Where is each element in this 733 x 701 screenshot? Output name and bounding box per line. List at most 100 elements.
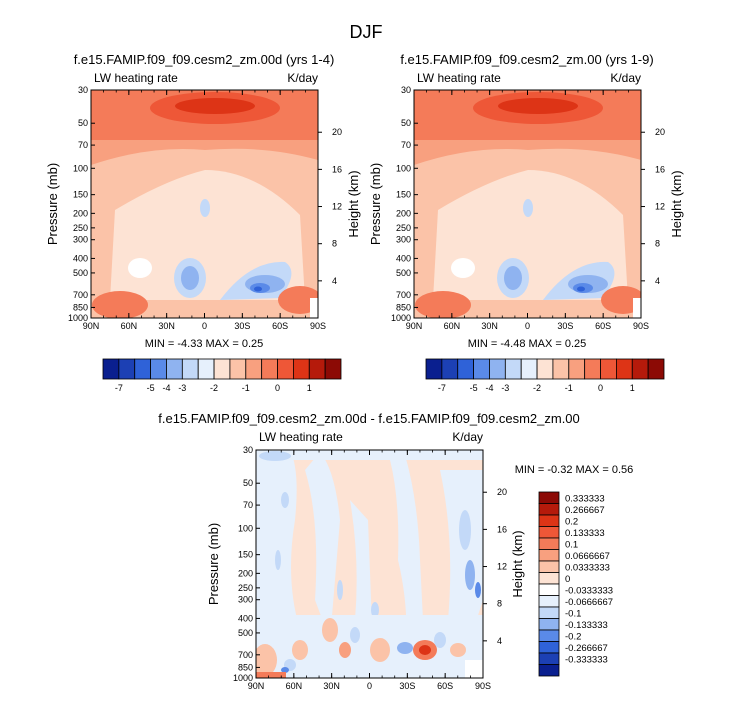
colorbar-swatch [538, 572, 560, 585]
x-tick-label: 90S [310, 321, 326, 331]
colorbar-swatch [538, 560, 560, 573]
y-tick-label: 200 [396, 208, 411, 218]
x-tick-label: 90N [406, 321, 423, 331]
min-max-label: MIN = -4.33 MAX = 0.25 [145, 338, 264, 350]
height-tick-label: 12 [332, 202, 342, 212]
colorbar-tick-label: -1 [242, 383, 250, 393]
colorbar-tick-label: 0.0333333 [565, 562, 610, 573]
height-tick-label: 4 [497, 636, 502, 646]
x-tick-label: 90N [83, 321, 100, 331]
colorbar-tick-label: -7 [438, 383, 446, 393]
colorbar-swatch [181, 358, 199, 380]
colorbar-tick-label: -0.1 [565, 608, 581, 619]
y-tick-label: 50 [401, 118, 411, 128]
panel-3-difference: f.e15.FAMIP.f09_f09.cesm2_zm.00d - f.e15… [158, 411, 633, 691]
colorbar-swatch [584, 358, 601, 380]
colorbar-swatch [277, 358, 294, 380]
y-tick-label: 850 [238, 662, 253, 672]
colorbar-swatch [538, 595, 560, 608]
x-tick-label: 0 [525, 321, 530, 331]
y-tick-label: 250 [238, 583, 253, 593]
y-tick-label: 70 [78, 140, 88, 150]
right-string: K/day [287, 71, 318, 85]
colorbar: 0.3333330.2666670.20.1333330.10.06666670… [538, 491, 613, 677]
y-tick-label: 50 [243, 478, 253, 488]
colorbar-tick-label: 0.266667 [565, 505, 605, 516]
colorbar-swatch [538, 583, 560, 596]
x-tick-label: 60N [286, 681, 303, 691]
right-string: K/day [610, 71, 641, 85]
y-tick-label: 1000 [391, 313, 411, 323]
heatmap-field [91, 90, 318, 318]
x-tick-label: 0 [202, 321, 207, 331]
colorbar-swatch [538, 514, 560, 527]
y-tick-label: 500 [396, 268, 411, 278]
y-tick-label: 300 [396, 235, 411, 245]
y-tick-label: 400 [238, 613, 253, 623]
colorbar-swatch [538, 641, 560, 654]
y-tick-label: 1000 [233, 673, 253, 683]
colorbar-tick-label: -5 [147, 383, 155, 393]
colorbar-tick-label: 1 [630, 383, 635, 393]
colorbar-swatch [213, 358, 231, 380]
right-string: K/day [452, 430, 483, 444]
height-tick-label: 16 [497, 524, 507, 534]
colorbar-swatch [568, 358, 586, 380]
heatmap-field [256, 450, 483, 678]
x-tick-label: 60S [595, 321, 611, 331]
colorbar-swatch [102, 358, 120, 380]
y-tick-label: 200 [73, 208, 88, 218]
colorbar-swatch [292, 358, 310, 380]
height-tick-label: 4 [332, 276, 337, 286]
colorbar-swatch [166, 358, 183, 380]
colorbar-swatch [134, 358, 152, 380]
colorbar-swatch [489, 358, 506, 380]
left-string: LW heating rate [94, 71, 178, 85]
y-tick-label: 400 [73, 253, 88, 263]
y-tick-label: 30 [243, 445, 253, 455]
colorbar-swatch [150, 358, 167, 380]
colorbar-tick-label: -7 [115, 383, 123, 393]
colorbar-swatch [538, 618, 560, 631]
colorbar-swatch [229, 358, 247, 380]
y-tick-label: 200 [238, 568, 253, 578]
x-tick-label: 90N [248, 681, 265, 691]
left-string: LW heating rate [259, 430, 343, 444]
colorbar-swatch [538, 629, 560, 642]
x-tick-label: 60N [121, 321, 138, 331]
colorbar-tick-label: 0 [565, 574, 570, 585]
colorbar-tick-label: -0.266667 [565, 643, 608, 654]
y-tick-label: 70 [401, 140, 411, 150]
colorbar-tick-label: 0 [275, 383, 280, 393]
x-tick-label: 0 [367, 681, 372, 691]
colorbar-tick-label: -5 [470, 383, 478, 393]
colorbar-tick-label: 1 [307, 383, 312, 393]
colorbar-swatch [118, 358, 136, 380]
x-tick-label: 90S [475, 681, 491, 691]
y-tick-label: 850 [396, 302, 411, 312]
height-tick-label: 8 [332, 239, 337, 249]
x-tick-label: 30N [481, 321, 498, 331]
height-tick-label: 20 [332, 127, 342, 137]
colorbar-swatch [473, 358, 490, 380]
colorbar-swatch [538, 606, 560, 619]
colorbar-tick-label: -1 [565, 383, 573, 393]
height-tick-label: 20 [497, 487, 507, 497]
x-tick-label: 90S [633, 321, 649, 331]
height-tick-label: 4 [655, 276, 660, 286]
min-max-label: MIN = -4.48 MAX = 0.25 [468, 338, 587, 350]
y-tick-label: 100 [238, 523, 253, 533]
height-tick-label: 12 [497, 562, 507, 572]
y-tick-label: 1000 [68, 313, 88, 323]
x-tick-label: 60S [272, 321, 288, 331]
colorbar-swatch [536, 358, 554, 380]
colorbar-swatch [520, 358, 538, 380]
colorbar-tick-label: -2 [210, 383, 218, 393]
y-tick-label: 30 [78, 85, 88, 95]
y-tick-label: 150 [396, 190, 411, 200]
colorbar: -7 -5 -4 -3 -2 -1 0 1 [102, 358, 342, 393]
y-tick-label: 100 [396, 163, 411, 173]
